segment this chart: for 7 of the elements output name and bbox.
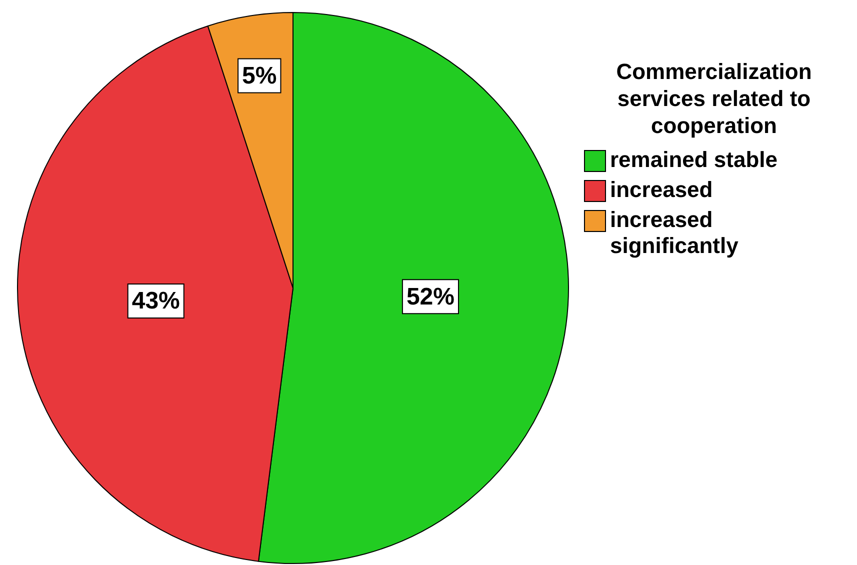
data-label: 52%	[406, 283, 454, 310]
data-label: 43%	[132, 288, 180, 315]
legend-label: remained stable	[610, 147, 778, 173]
legend-label: increased	[610, 177, 713, 203]
legend-label: increased significantly	[610, 207, 740, 259]
legend-title: Commercialization services related to cooperation	[615, 58, 813, 139]
data-label: 5%	[242, 62, 277, 90]
